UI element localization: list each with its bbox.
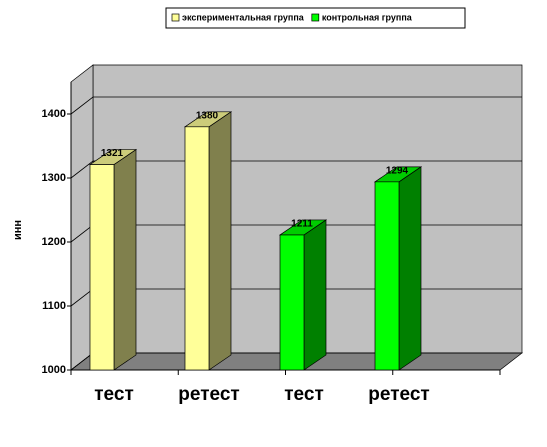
x-tick-label: тест	[284, 384, 324, 405]
value-label: 1211	[291, 219, 313, 230]
grid-line	[70, 160, 522, 179]
bar	[279, 234, 305, 371]
legend-label: экспериментальная группа	[182, 12, 305, 22]
value-label: 1294	[386, 165, 409, 176]
y-axis-title: инн	[12, 220, 24, 240]
bar-side	[113, 148, 137, 371]
y-tick-label: 1400	[42, 108, 66, 120]
bar	[184, 126, 210, 371]
bar	[89, 164, 115, 371]
y-tick-label: 1100	[42, 300, 66, 312]
bar-side	[303, 219, 327, 371]
legend-swatch	[171, 13, 180, 22]
x-tick-label: тест	[94, 384, 134, 405]
bar-side	[398, 166, 422, 371]
y-tick-label: 1300	[42, 172, 66, 184]
legend-label: контрольная группа	[322, 12, 413, 22]
value-label: 1380	[196, 110, 219, 121]
y-tick-label: 1000	[42, 364, 66, 376]
grid-line	[70, 96, 522, 115]
value-label: 1321	[101, 148, 124, 159]
bar	[374, 181, 400, 371]
bar-side	[208, 111, 232, 371]
x-tick-label: ретест	[368, 384, 429, 405]
legend-swatch	[311, 13, 320, 22]
y-tick-label: 1200	[42, 236, 66, 248]
x-tick-label: ретест	[178, 384, 239, 405]
